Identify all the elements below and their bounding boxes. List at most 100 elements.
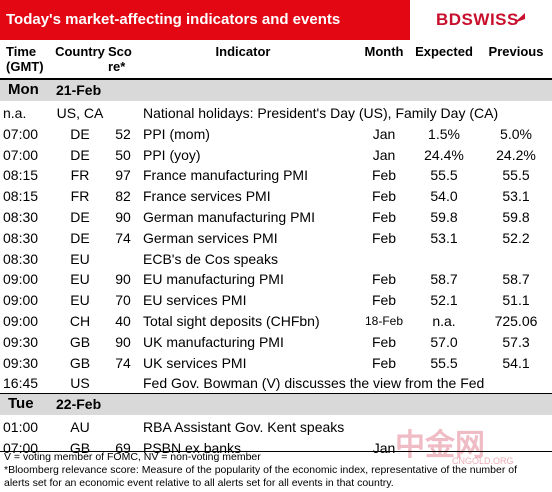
cell-score: 90 (115, 333, 131, 350)
logo: BDSWISS (436, 10, 519, 29)
cell-month: Feb (371, 229, 397, 246)
cell-time: 07:00 (3, 125, 39, 142)
cell-time: 09:30 (3, 333, 39, 350)
cell-indicator: ECB's de Cos speaks (143, 250, 278, 267)
cell-score: 40 (115, 313, 131, 329)
cell-previous: 52.2 (502, 229, 530, 246)
cell-expected: n.a. (432, 313, 456, 329)
cell-month: Feb (371, 354, 397, 371)
cell-country: DE (70, 146, 90, 163)
cell-previous: 55.5 (502, 167, 530, 184)
cell-indicator: Total sight deposits (CHFbn) (143, 313, 320, 329)
day-date: 22-Feb (56, 396, 102, 413)
column-header: Expected (415, 44, 473, 59)
cell-time: 08:15 (3, 167, 39, 184)
cell-indicator: EU manufacturing PMI (143, 271, 284, 288)
cell-country: EU (70, 271, 90, 288)
cell-time: 08:15 (3, 188, 39, 205)
cell-expected: 57.0 (430, 333, 458, 350)
cell-previous: 58.7 (502, 271, 530, 288)
day-bar (0, 394, 552, 416)
cell-indicator: France services PMI (143, 188, 271, 205)
day-rule (0, 393, 552, 395)
logo-box (410, 0, 552, 40)
cell-previous: 54.1 (502, 354, 530, 371)
column-header: Previous (488, 44, 544, 59)
footnote-rule (0, 451, 552, 452)
cell-country: CH (69, 313, 91, 329)
cell-country: US, CA (56, 105, 104, 121)
cell-score: 82 (115, 188, 131, 205)
column-header: Indicator (215, 44, 271, 59)
cell-expected: 59.8 (430, 209, 458, 225)
column-header: Country (55, 44, 105, 59)
cell-indicator: German manufacturing PMI (143, 209, 315, 225)
day-bar (0, 80, 552, 101)
cell-time: 09:00 (3, 292, 39, 309)
cell-country: FR (70, 167, 90, 184)
cell-country: EU (70, 250, 90, 267)
cell-month: Feb (371, 167, 397, 184)
cell-time: 16:45 (3, 375, 39, 392)
cell-previous: 5.0% (500, 125, 532, 142)
cell-previous: 59.8 (502, 209, 530, 225)
cell-country: DE (70, 209, 90, 225)
cell-country: US (70, 375, 90, 392)
cell-score: 97 (115, 167, 131, 184)
cell-time: 08:30 (3, 229, 39, 246)
cell-month: Feb (371, 209, 397, 225)
cell-indicator: UK services PMI (143, 354, 247, 371)
cell-expected: 1.5% (428, 125, 460, 142)
cell-month: Feb (371, 271, 397, 288)
cell-indicator: Fed Gov. Bowman (V) discusses the view f… (143, 375, 485, 392)
cell-indicator: France manufacturing PMI (143, 167, 308, 184)
cell-month: Feb (371, 292, 397, 309)
cell-indicator: German services PMI (143, 229, 278, 246)
cell-indicator: PSBN ex banks (143, 440, 242, 456)
cell-score: 90 (115, 271, 131, 288)
cell-score: 90 (115, 209, 131, 225)
cell-score: 69 (115, 440, 131, 456)
cell-previous: 24.2% (496, 146, 536, 163)
cell-country: AU (70, 419, 90, 436)
cell-country: FR (70, 188, 90, 205)
cell-country: GB (69, 333, 91, 350)
cell-time: 09:00 (3, 313, 39, 329)
cell-month: Feb (371, 333, 397, 350)
cell-score: 70 (115, 292, 131, 309)
cell-month: Feb (371, 188, 397, 205)
title-bar (0, 0, 410, 40)
cell-month: Jan (372, 125, 396, 142)
cell-indicator: National holidays: President's Day (US),… (143, 105, 499, 121)
cell-expected: 55.5 (430, 354, 458, 371)
cell-indicator: PPI (yoy) (143, 146, 201, 163)
cell-time: 07:00 (3, 440, 39, 456)
cell-time: 09:00 (3, 271, 39, 288)
cell-previous: 51.1 (502, 292, 530, 309)
day-date: 21-Feb (56, 82, 102, 98)
cell-score: 74 (115, 354, 131, 371)
cell-previous: 53.1 (502, 188, 530, 205)
cell-time: 08:30 (3, 250, 39, 267)
cell-time: 09:30 (3, 354, 39, 371)
cell-time: 08:30 (3, 209, 39, 225)
footnote: V = voting member of FOMC, NV = non-voti… (4, 451, 261, 463)
column-header: Time (GMT) (6, 44, 44, 74)
cell-country: GB (69, 440, 91, 456)
cell-time: n.a. (3, 105, 27, 121)
cell-score: 52 (115, 125, 131, 142)
cell-expected: 55.5 (430, 167, 458, 184)
header-rule (0, 78, 552, 80)
cell-previous: 725.06 (494, 313, 538, 329)
cell-indicator: EU services PMI (143, 292, 247, 309)
cell-score: 50 (115, 146, 131, 163)
cell-expected: 52.1 (430, 292, 458, 309)
cell-month: Jan (372, 146, 396, 163)
cell-expected: 54.0 (430, 188, 458, 205)
footnote: alerts set for an economic event relativ… (4, 477, 394, 489)
cell-expected: 24.4% (424, 146, 464, 163)
cell-previous: 57.3 (502, 333, 530, 350)
day-name: Tue (8, 395, 34, 413)
column-header: Sco re* (108, 44, 132, 74)
